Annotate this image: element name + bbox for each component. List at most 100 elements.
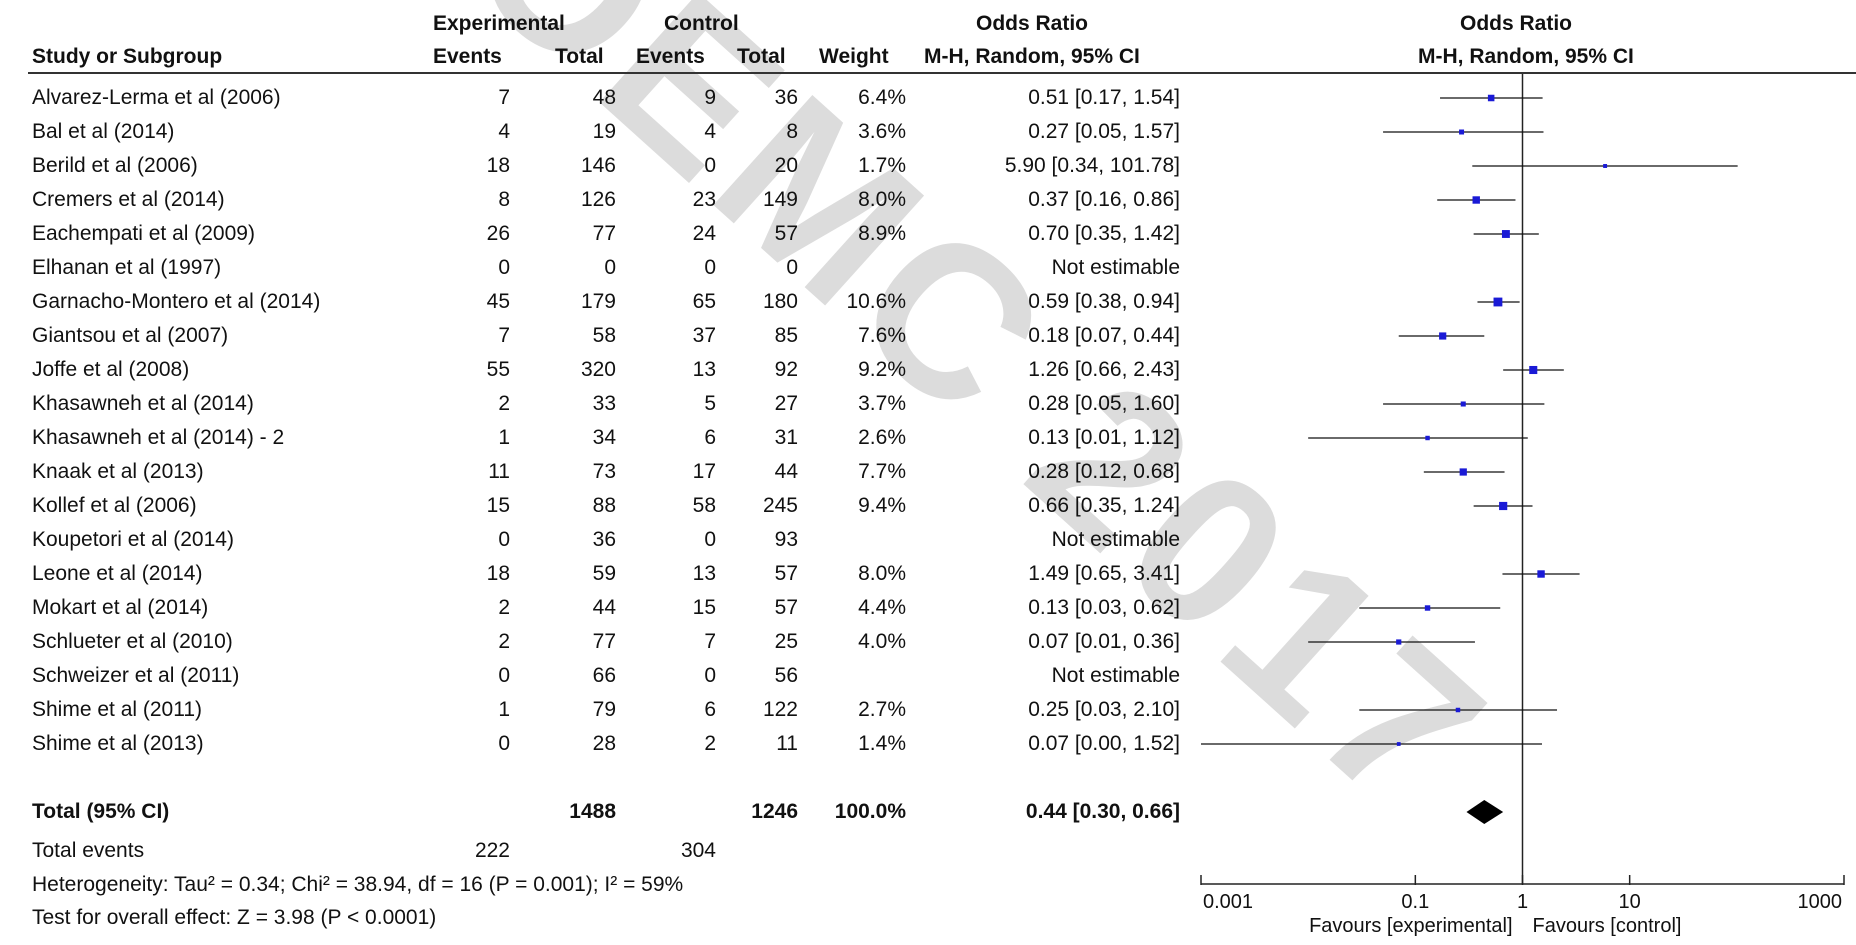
ctrl-total: 85 (774, 324, 798, 347)
plot-header-method: M-H, Random, 95% CI (1418, 45, 1634, 68)
ctrl-events: 7 (704, 630, 716, 653)
ctrl-total: 44 (774, 460, 798, 483)
ctrl-total: 149 (762, 188, 798, 211)
summary-exp-total: 1488 (569, 800, 616, 823)
ctrl-total: 180 (762, 290, 798, 313)
ctrl-events: 17 (692, 460, 716, 483)
ci-text: 0.70 [0.35, 1.42] (1028, 222, 1180, 245)
ci-text: 0.59 [0.38, 0.94] (1028, 290, 1180, 313)
exp-total: 28 (592, 732, 616, 755)
study-name: Garnacho-Montero et al (2014) (32, 290, 321, 313)
header-control: Control (664, 12, 739, 35)
exp-events: 0 (498, 256, 510, 279)
ci-text: 0.13 [0.01, 1.12] (1028, 426, 1180, 449)
exp-events: 18 (486, 562, 510, 585)
ctrl-total: 57 (774, 596, 798, 619)
exp-total: 58 (592, 324, 616, 347)
study-name: Kollef et al (2006) (32, 494, 197, 517)
effect-square (1396, 742, 1401, 746)
study-name: Khasawneh et al (2014) (32, 392, 254, 415)
ci-text: 0.51 [0.17, 1.54] (1028, 86, 1180, 109)
exp-events: 45 (486, 290, 510, 313)
ctrl-total: 31 (774, 426, 798, 449)
ctrl-events: 2 (704, 732, 716, 755)
exp-total: 79 (592, 698, 616, 721)
exp-events: 26 (486, 222, 510, 245)
ctrl-total: 57 (774, 562, 798, 585)
effect-square (1472, 196, 1480, 204)
weight: 9.2% (858, 358, 906, 381)
study-name: Schlueter et al (2010) (32, 630, 233, 653)
exp-events: 4 (498, 120, 510, 143)
exp-events: 15 (486, 494, 510, 517)
exp-total: 126 (580, 188, 616, 211)
exp-events: 0 (498, 664, 510, 687)
favours-control-label: Favours [control] (1533, 915, 1682, 937)
study-name: Leone et al (2014) (32, 562, 203, 585)
study-name: Joffe et al (2008) (32, 358, 190, 381)
ci-text: 0.28 [0.12, 0.68] (1028, 460, 1180, 483)
exp-total: 77 (592, 222, 616, 245)
ctrl-total: 25 (774, 630, 798, 653)
exp-events: 2 (498, 596, 510, 619)
study-name: Alvarez-Lerma et al (2006) (32, 86, 281, 109)
ci-text: 0.18 [0.07, 0.44] (1028, 324, 1180, 347)
exp-total: 44 (592, 596, 616, 619)
effect-square (1455, 707, 1461, 713)
exp-events: 2 (498, 392, 510, 415)
exp-events: 0 (498, 528, 510, 551)
exp-events: 0 (498, 732, 510, 755)
effect-square (1603, 164, 1608, 168)
ci-text: Not estimable (1051, 528, 1180, 551)
weight: 1.7% (858, 154, 906, 177)
weight: 6.4% (858, 86, 906, 109)
plot-header-title: Odds Ratio (1460, 12, 1573, 35)
weight: 1.4% (858, 732, 906, 755)
x-tick-label: 1000 (1798, 891, 1843, 913)
header-exp-total: Total (555, 45, 604, 68)
ci-text: 0.66 [0.35, 1.24] (1028, 494, 1180, 517)
study-name: Mokart et al (2014) (32, 596, 209, 619)
exp-total: 77 (592, 630, 616, 653)
exp-total: 59 (592, 562, 616, 585)
header-divider (28, 72, 1856, 74)
summary-diamond (1466, 800, 1504, 824)
ctrl-total: 122 (762, 698, 798, 721)
weight: 7.7% (858, 460, 906, 483)
header-experimental: Experimental (433, 12, 565, 35)
ctrl-events: 5 (704, 392, 716, 415)
effect-square (1439, 332, 1447, 340)
weight: 8.0% (858, 562, 906, 585)
study-name: Shime et al (2013) (32, 732, 204, 755)
ci-text: 1.26 [0.66, 2.43] (1028, 358, 1180, 381)
exp-total: 48 (592, 86, 616, 109)
ci-text: 0.28 [0.05, 1.60] (1028, 392, 1180, 415)
ctrl-events: 6 (704, 698, 716, 721)
study-name: Elhanan et al (1997) (32, 256, 222, 279)
total-events-exp: 222 (474, 839, 510, 862)
ctrl-events: 23 (692, 188, 716, 211)
total-events-label: Total events (32, 839, 145, 862)
header-weight: Weight (819, 45, 889, 68)
effect-square (1396, 639, 1402, 645)
ctrl-events: 13 (692, 358, 716, 381)
ctrl-events: 13 (692, 562, 716, 585)
x-tick-label: 0.1 (1401, 891, 1429, 913)
study-name: Bal et al (2014) (32, 120, 175, 143)
study-name: Khasawneh et al (2014) - 2 (32, 426, 285, 449)
exp-total: 179 (580, 290, 616, 313)
exp-events: 11 (488, 460, 510, 483)
weight: 2.7% (858, 698, 906, 721)
ci-text: 0.13 [0.03, 0.62] (1028, 596, 1180, 619)
ctrl-events: 58 (692, 494, 716, 517)
exp-events: 7 (498, 324, 510, 347)
exp-events: 55 (486, 358, 510, 381)
weight: 7.6% (858, 324, 906, 347)
study-name: Shime et al (2011) (32, 698, 203, 721)
ci-text: Not estimable (1051, 256, 1180, 279)
exp-total: 34 (592, 426, 616, 449)
header-odds-ratio: Odds Ratio (976, 12, 1089, 35)
weight: 4.4% (858, 596, 906, 619)
exp-events: 1 (498, 698, 510, 721)
